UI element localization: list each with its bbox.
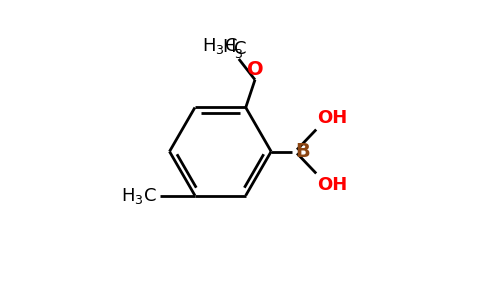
Text: C: C	[234, 40, 247, 58]
Text: H: H	[222, 38, 235, 56]
Text: $\mathregular{H_3C}$: $\mathregular{H_3C}$	[202, 35, 238, 56]
Text: OH: OH	[318, 176, 348, 194]
Text: OH: OH	[318, 109, 348, 127]
Text: $\mathregular{H_3C}$: $\mathregular{H_3C}$	[121, 185, 157, 206]
Text: O: O	[247, 60, 263, 79]
Text: B: B	[295, 142, 310, 161]
Text: 3: 3	[234, 48, 242, 61]
